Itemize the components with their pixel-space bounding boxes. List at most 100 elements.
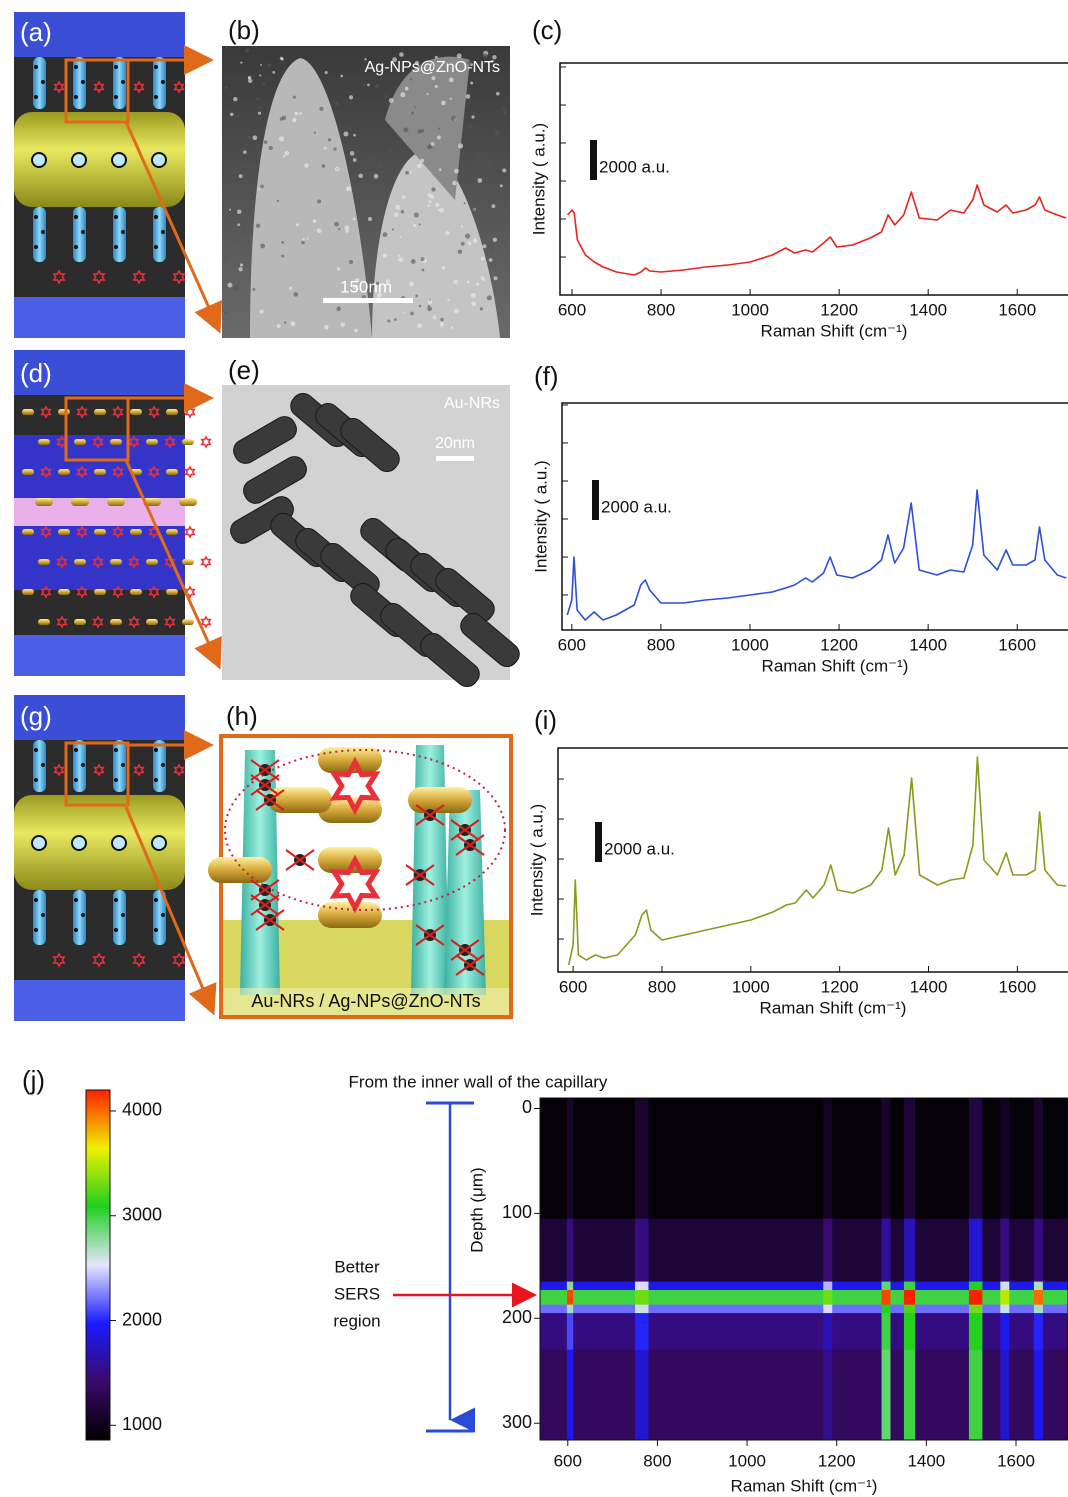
nanorod [182,619,194,625]
nanoparticle [34,245,38,249]
x-tick-label: 1400 [907,1451,945,1470]
molecule-star [112,525,124,539]
sem-grain [367,217,373,222]
molecule-star [132,952,146,968]
x-axis-label: Raman Shift (cm⁻¹) [760,998,907,1017]
nanorod [166,529,178,535]
heatmap-cell [1000,1218,1010,1283]
sem-grain [417,163,422,169]
image-caption: Ag-NPs@ZnO-NTs [365,59,500,76]
nanoparticle [121,230,125,234]
x-tick-label: 800 [647,635,675,654]
colorbar [85,1089,111,1441]
nanoparticle [121,913,125,917]
axes-frame [561,402,1068,631]
molecule [415,804,445,826]
nanorod [22,469,34,475]
molecule-star [92,952,106,968]
heatmap-cell [915,1313,970,1351]
sem-grain [340,74,344,78]
heatmap-frame [539,1097,1068,1441]
sem-grain [345,229,349,233]
sem-grain [316,228,322,234]
heatmap-cell [881,1098,892,1220]
molecule-star [92,555,104,569]
heatmap-cell [982,1304,1001,1314]
heatmap-cell [566,1098,574,1220]
sem-grain [480,276,485,281]
nanorod [74,619,86,625]
nanorod [408,787,472,813]
nanorod [58,469,70,475]
heatmap-cell [823,1304,833,1314]
sem-grain [492,64,495,68]
heatmap-cell [648,1218,824,1283]
nanorod [130,409,142,415]
heatmap-cell [648,1304,824,1314]
sem-grain [238,267,243,272]
heatmap-cell [635,1289,649,1306]
sem-grain [272,70,276,74]
zoom-arrow [124,806,217,1016]
sem-grain [495,91,500,96]
heatmap-cell [881,1289,892,1306]
sem-grain [352,284,359,290]
heatmap-cell [903,1304,916,1314]
molecule [415,924,445,946]
nanorod [74,559,86,565]
molecule-star [76,585,88,599]
sem-grain [224,85,229,90]
molecule-star [93,763,105,777]
sem-grain [454,168,459,174]
sem-grain [324,71,328,75]
sem-grain [473,238,478,243]
cylinder [14,795,185,890]
nanorod [22,589,34,595]
heatmap-cell [968,1289,983,1306]
colorbar-tick-label: 4000 [122,1100,162,1120]
heatmap-cell [915,1304,970,1314]
heatmap-cell [890,1304,905,1314]
nanorod [94,409,106,415]
sem-grain [426,92,429,96]
sem-grain [421,268,425,272]
molecule [455,834,485,856]
sem-grain [487,245,490,249]
nanorod [110,619,122,625]
nanorod [146,559,158,565]
sem-grain [276,324,281,328]
sem-grain [388,98,394,103]
sem-grain [394,318,397,321]
heatmap-cell [881,1304,892,1314]
molecule-star [133,763,145,777]
sem-grain [263,140,268,144]
sem-grain [452,180,457,186]
sem-grain [227,282,233,288]
molecule-star [93,80,105,94]
sem-grain [268,145,273,151]
sem-grain [327,138,332,142]
nanoparticle [154,95,158,99]
heatmap-cell [566,1289,574,1306]
sem-grain [233,285,239,291]
sem-grain [502,110,507,115]
y-tick-label: 100 [502,1202,532,1222]
spectrum [566,184,1067,276]
nanorod [38,619,50,625]
molecule-star [128,615,140,629]
sem-grain [477,178,483,183]
molecule [255,909,285,931]
nanoparticle [81,763,85,767]
sem-grain [349,127,353,130]
sem-grain [258,106,262,110]
sem-grain [229,112,234,117]
sem-grain [295,223,299,227]
zoom-arrow [124,459,222,670]
sem-grain [349,95,354,100]
sem-grain [333,147,337,151]
sem-grain [413,212,419,218]
panel-label: (a) [20,17,52,47]
nanotube [153,207,166,262]
nanoparticle [34,898,38,902]
annotation: region [333,1311,380,1330]
